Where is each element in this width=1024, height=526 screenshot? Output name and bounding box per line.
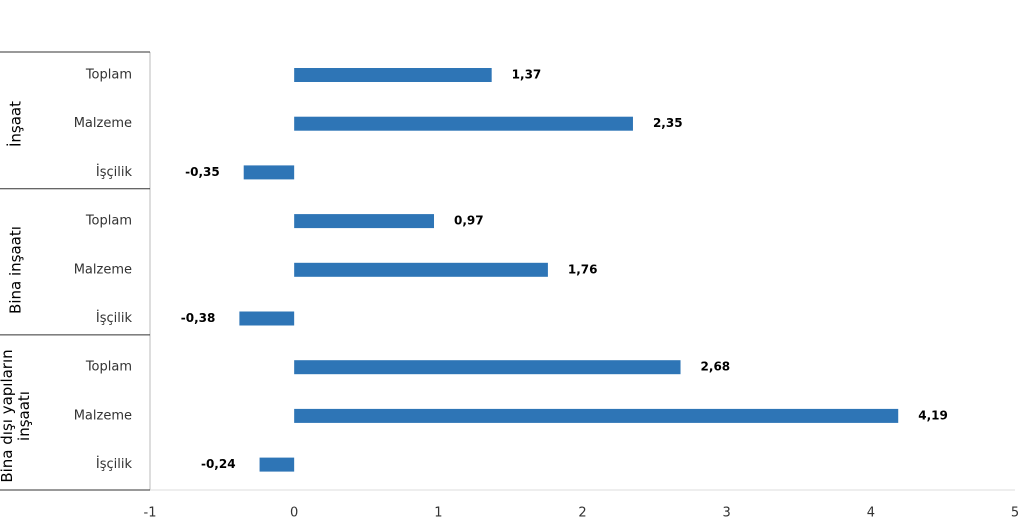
bar bbox=[239, 311, 295, 326]
bar bbox=[243, 165, 295, 180]
value-label: 1,37 bbox=[512, 68, 542, 82]
y-tick-label: Malzeme bbox=[74, 262, 132, 277]
y-tick-label: İşçilik bbox=[96, 456, 133, 472]
y-tick-label: Toplam bbox=[85, 68, 132, 83]
x-tick-label: 0 bbox=[290, 506, 298, 521]
x-tick-label: 2 bbox=[578, 506, 586, 521]
x-tick-label: 3 bbox=[723, 506, 731, 521]
bar bbox=[294, 262, 548, 277]
y-tick-label: Malzeme bbox=[74, 408, 132, 423]
value-label: -0,35 bbox=[185, 165, 220, 179]
y-tick-label: İşçilik bbox=[96, 310, 133, 326]
y-tick-label: Toplam bbox=[85, 360, 132, 375]
x-tick-label: 5 bbox=[1011, 506, 1019, 521]
value-label: -0,38 bbox=[181, 311, 216, 325]
bar bbox=[294, 214, 435, 229]
value-label: 2,35 bbox=[653, 116, 683, 130]
y-tick-label: Malzeme bbox=[74, 116, 132, 131]
bar bbox=[294, 408, 899, 423]
x-tick-label: 1 bbox=[434, 506, 442, 521]
value-label: 1,76 bbox=[568, 262, 598, 276]
y-tick-label: Toplam bbox=[85, 214, 132, 229]
y-tick-label: İşçilik bbox=[96, 164, 133, 180]
bar bbox=[259, 457, 295, 472]
x-tick-label: 4 bbox=[867, 506, 875, 521]
bar bbox=[294, 68, 492, 82]
group-label: Bina dışı yapıların inşaatı bbox=[0, 349, 33, 483]
value-label: 0,97 bbox=[454, 214, 484, 228]
bar bbox=[294, 116, 633, 131]
group-label: Bina inşaatı bbox=[6, 225, 25, 314]
group-label: İnşaat bbox=[6, 100, 25, 147]
x-tick-label: -1 bbox=[144, 506, 157, 521]
value-label: -0,24 bbox=[201, 457, 236, 471]
value-label: 2,68 bbox=[701, 360, 731, 374]
value-label: 4,19 bbox=[918, 408, 948, 422]
bar bbox=[294, 360, 681, 375]
